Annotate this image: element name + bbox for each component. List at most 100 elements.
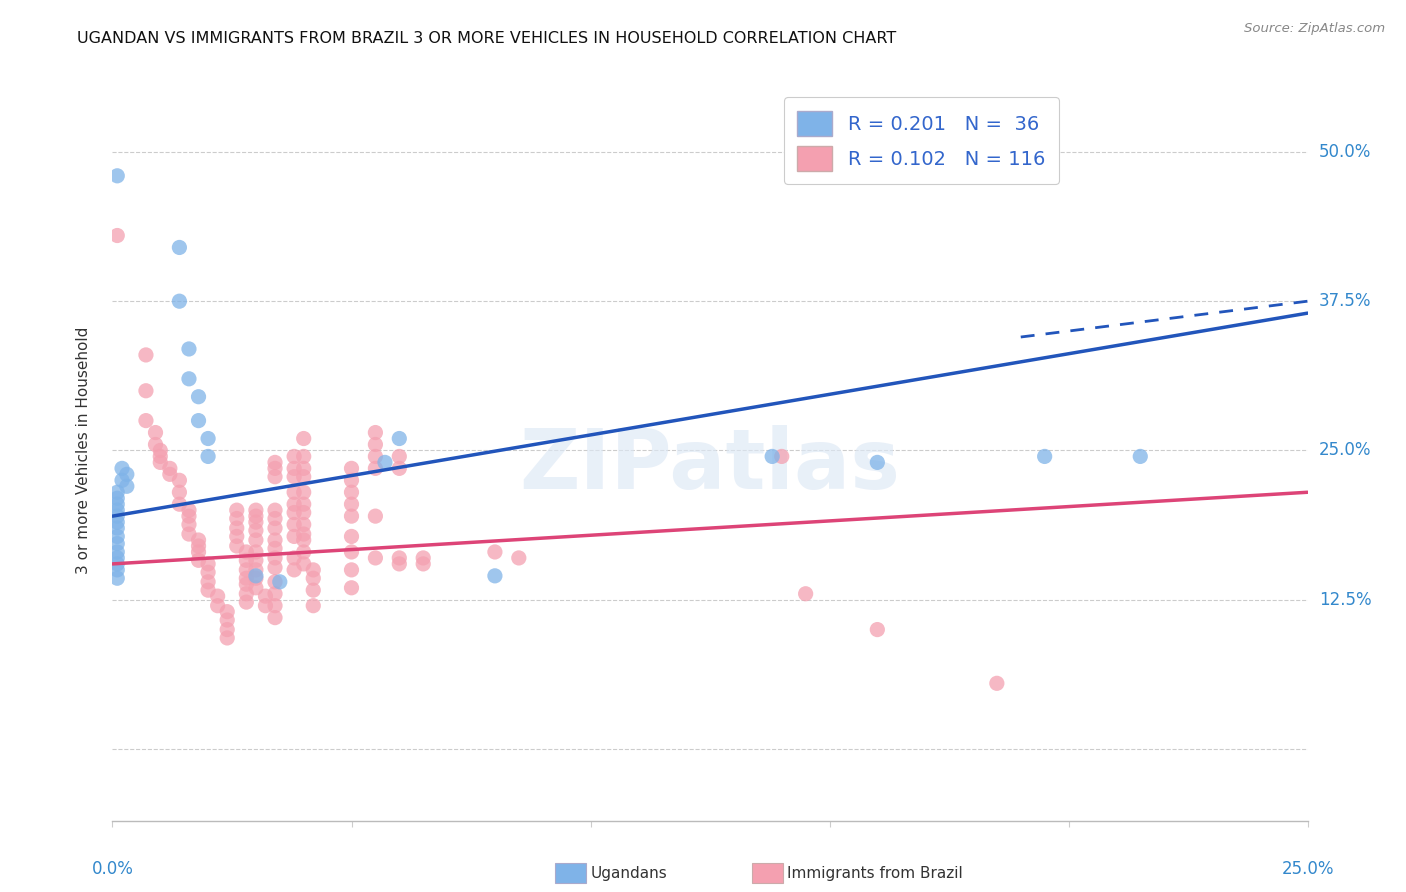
Point: [264, 541, 287, 556]
Point: [283, 469, 305, 483]
Point: [245, 533, 267, 547]
Point: [245, 581, 267, 595]
Point: [264, 599, 287, 613]
Y-axis label: 3 or more Vehicles in Household: 3 or more Vehicles in Household: [76, 326, 91, 574]
Point: [149, 443, 172, 458]
Point: [105, 515, 128, 529]
Point: [235, 545, 257, 559]
Point: [217, 623, 239, 637]
Point: [105, 491, 128, 506]
Text: UGANDAN VS IMMIGRANTS FROM BRAZIL 3 OR MORE VEHICLES IN HOUSEHOLD CORRELATION CH: UGANDAN VS IMMIGRANTS FROM BRAZIL 3 OR M…: [77, 31, 897, 46]
Point: [254, 589, 277, 603]
Point: [761, 450, 783, 464]
Point: [187, 390, 209, 404]
Point: [105, 485, 128, 500]
Point: [187, 539, 209, 553]
Legend: R = 0.201   N =  36, R = 0.102   N = 116: R = 0.201 N = 36, R = 0.102 N = 116: [783, 97, 1059, 185]
Point: [177, 342, 200, 356]
Point: [364, 461, 387, 475]
Point: [254, 599, 277, 613]
Point: [264, 469, 287, 483]
Point: [225, 539, 247, 553]
Text: Source: ZipAtlas.com: Source: ZipAtlas.com: [1244, 22, 1385, 36]
Point: [340, 473, 363, 487]
Point: [105, 529, 128, 543]
Point: [364, 509, 387, 524]
Point: [484, 545, 506, 559]
Point: [412, 550, 434, 565]
Text: 37.5%: 37.5%: [1319, 293, 1371, 310]
Point: [197, 574, 219, 589]
Point: [197, 583, 219, 598]
Text: 50.0%: 50.0%: [1319, 143, 1371, 161]
Point: [197, 450, 219, 464]
Point: [283, 461, 305, 475]
Point: [105, 557, 128, 571]
Point: [105, 536, 128, 550]
Point: [364, 425, 387, 440]
Text: Immigrants from Brazil: Immigrants from Brazil: [787, 866, 963, 880]
Point: [264, 503, 287, 517]
Point: [388, 432, 411, 446]
Point: [245, 545, 267, 559]
Point: [149, 450, 172, 464]
Point: [105, 571, 128, 585]
Point: [115, 479, 138, 493]
Point: [292, 545, 315, 559]
Point: [340, 497, 363, 511]
Point: [145, 437, 167, 451]
Point: [770, 450, 793, 464]
Point: [292, 450, 315, 464]
Point: [364, 450, 387, 464]
Point: [169, 294, 191, 309]
Point: [264, 521, 287, 535]
Point: [145, 425, 167, 440]
Point: [264, 587, 287, 601]
Point: [302, 563, 325, 577]
Point: [283, 497, 305, 511]
Point: [340, 581, 363, 595]
Point: [283, 450, 305, 464]
Point: [105, 503, 128, 517]
Point: [245, 524, 267, 538]
Point: [283, 517, 305, 532]
Point: [245, 509, 267, 524]
Point: [484, 569, 506, 583]
Point: [283, 485, 305, 500]
Point: [187, 553, 209, 567]
Point: [388, 550, 411, 565]
Point: [187, 533, 209, 547]
Point: [135, 348, 157, 362]
Point: [159, 467, 181, 482]
Point: [292, 517, 315, 532]
Point: [269, 574, 291, 589]
Point: [225, 511, 247, 525]
Point: [264, 461, 287, 475]
Point: [340, 509, 363, 524]
Point: [177, 517, 200, 532]
Point: [264, 511, 287, 525]
Point: [177, 372, 200, 386]
Text: Ugandans: Ugandans: [591, 866, 668, 880]
Point: [340, 485, 363, 500]
Point: [302, 571, 325, 585]
Text: ZIPatlas: ZIPatlas: [520, 425, 900, 506]
Point: [105, 521, 128, 535]
Text: 25.0%: 25.0%: [1281, 860, 1334, 878]
Point: [340, 545, 363, 559]
Point: [302, 599, 325, 613]
Point: [292, 469, 315, 483]
Point: [105, 509, 128, 524]
Text: 25.0%: 25.0%: [1319, 442, 1371, 459]
Point: [225, 503, 247, 517]
Point: [105, 169, 128, 183]
Text: 0.0%: 0.0%: [91, 860, 134, 878]
Point: [264, 533, 287, 547]
Point: [245, 503, 267, 517]
Point: [292, 557, 315, 571]
Point: [235, 571, 257, 585]
Point: [197, 432, 219, 446]
Point: [292, 497, 315, 511]
Point: [187, 414, 209, 428]
Point: [235, 587, 257, 601]
